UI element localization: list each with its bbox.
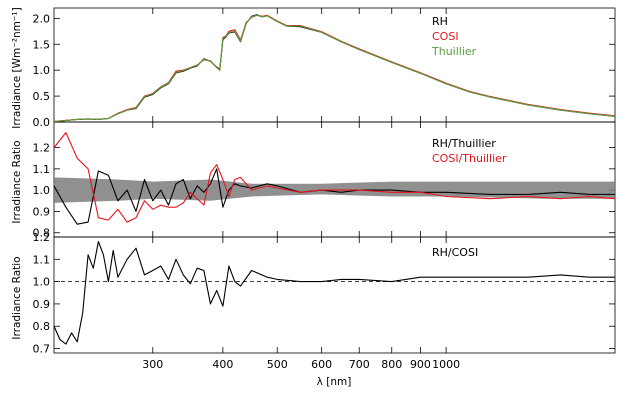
xtick-label: 500 (267, 358, 288, 371)
middle-ytick-label: 0.9 (33, 205, 51, 218)
xtick-label: 900 (410, 358, 431, 371)
xtick-label: 300 (142, 358, 163, 371)
bottom-ytick-label: 0.8 (33, 320, 51, 333)
top-ylabel: Irradiance [Wm⁻²nm⁻¹] (11, 7, 23, 128)
bottom-ytick-label: 1.1 (33, 253, 51, 266)
xtick-label: 1000 (432, 358, 460, 371)
chart-marks: 0.0 0.5 1.0 1.5 2.0 0.8 0.9 1.0 1.1 1.2 0.7 0.8 0.9 1… (33, 8, 616, 371)
bottom-series-rh-cosi (53, 240, 615, 345)
bottom-ylabel: Irradiance Ratio (11, 256, 23, 339)
middle-series-cosi-thuillier (53, 132, 616, 223)
x-axis-title: λ [nm] (317, 376, 352, 388)
xtick-label: 600 (311, 358, 332, 371)
middle-ytick-label: 1.0 (33, 184, 51, 197)
panel-middle (53, 121, 616, 238)
xtick-label: 800 (381, 358, 402, 371)
bottom-ytick-label: 0.7 (33, 343, 51, 356)
legend-rh: RH (432, 15, 448, 28)
legend-thuillier: Thuillier (431, 45, 477, 58)
legend-rh-cosi: RH/COSI (432, 246, 478, 259)
top-ytick-label: 0.0 (33, 116, 51, 129)
xtick-label: 400 (212, 358, 233, 371)
top-ytick-label: 0.5 (33, 90, 51, 103)
legend-cosi-thuillier: COSI/Thuillier (432, 152, 507, 165)
top-ytick-label: 1.5 (33, 38, 51, 51)
middle-ytick-label: 1.2 (33, 142, 51, 155)
panel-bottom (53, 236, 616, 354)
top-series-thuillier (53, 14, 616, 123)
top-ytick-label: 1.0 (33, 64, 51, 77)
bottom-ytick-label: 1.0 (33, 276, 51, 289)
legend-rh-thuillier: RH/Thuillier (432, 137, 496, 150)
middle-ylabel: Irradiance Ratio (11, 140, 23, 223)
panel-bottom-frame (53, 236, 616, 354)
legend-cosi: COSI (432, 30, 459, 43)
panel-middle-frame (53, 121, 616, 238)
bottom-ytick-label: 0.9 (33, 298, 51, 311)
middle-series-rh-thuillier (53, 168, 615, 225)
top-ytick-label: 2.0 (33, 12, 51, 25)
middle-ytick-label: 0.8 (33, 227, 51, 240)
bottom-ytick-label: 1.2 (33, 231, 51, 244)
xtick-label: 700 (349, 358, 370, 371)
middle-ytick-label: 1.1 (33, 163, 51, 176)
